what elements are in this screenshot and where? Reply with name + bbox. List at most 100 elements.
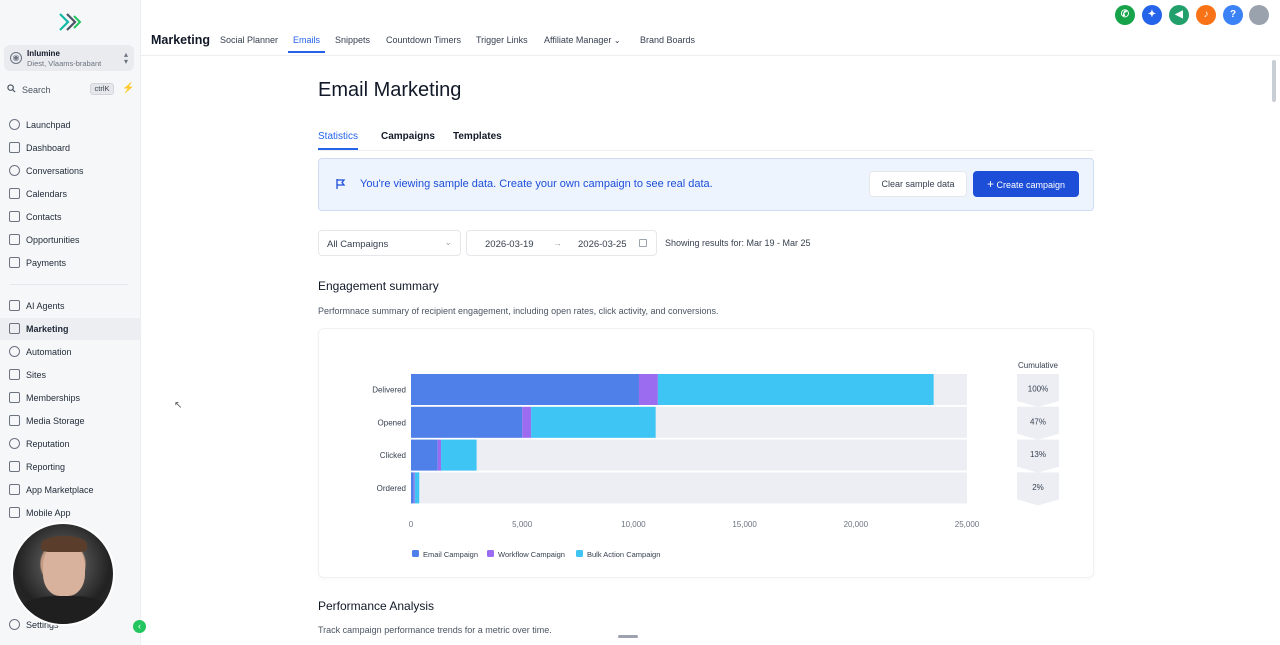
page-title: Email Marketing — [318, 79, 462, 101]
sidebar-item-label: Opportunities — [26, 235, 80, 245]
bar-opened-bulk-action-campaign[interactable] — [531, 406, 656, 438]
sidebar-item-label: Automation — [26, 347, 72, 357]
sidebar-item-settings[interactable]: Settings — [0, 614, 141, 636]
webcam-overlay — [11, 522, 115, 626]
account-switcher[interactable]: ◉ Inlumine Diest, Vlaams-brabant ▴ ▾ — [4, 45, 134, 71]
collapse-sidebar-button[interactable]: ‹ — [133, 620, 146, 633]
sidebar-item-label: Settings — [26, 620, 59, 630]
tab-social-planner[interactable]: Social Planner — [220, 35, 279, 45]
sidebar-item-media-storage[interactable]: Media Storage — [0, 410, 141, 432]
sidebar-item-reporting[interactable]: Reporting — [0, 456, 141, 478]
cumulative-value: 100% — [1028, 385, 1048, 394]
category-label: Opened — [378, 418, 406, 427]
bar-opened-email-campaign[interactable] — [411, 406, 523, 438]
help-icon[interactable]: ? — [1223, 5, 1243, 25]
sidebar-item-sites[interactable]: Sites — [0, 364, 141, 386]
account-name: Inlumine — [27, 49, 60, 58]
sidebar-item-opportunities[interactable]: Opportunities — [0, 229, 141, 251]
user-avatar[interactable] — [1249, 5, 1269, 25]
sidebar-item-mobile-app[interactable]: Mobile App — [0, 502, 141, 524]
sample-data-banner: You're viewing sample data. Create your … — [318, 158, 1094, 211]
x-tick-label: 20,000 — [844, 520, 869, 529]
tab-brand-boards[interactable]: Brand Boards — [640, 35, 696, 45]
performance-analysis-subtitle: Track campaign performance trends for a … — [318, 625, 552, 635]
app-logo-icon[interactable] — [58, 12, 82, 32]
sidebar-item-reputation[interactable]: Reputation — [0, 433, 141, 455]
sidebar-item-label: Sites — [26, 370, 47, 380]
tab-affiliate-manager-label: Affiliate Manager — [544, 35, 612, 45]
x-tick-label: 25,000 — [955, 520, 980, 529]
sidebar-item-label: AI Agents — [26, 301, 65, 311]
sidebar-item-launchpad[interactable]: Launchpad — [0, 114, 141, 136]
bar-ordered-email-campaign[interactable] — [411, 472, 414, 504]
sidebar-item-marketing[interactable]: Marketing — [0, 318, 141, 340]
banner-message: You're viewing sample data. Create your … — [360, 178, 713, 190]
bar-track — [411, 472, 967, 504]
notification-bell-icon[interactable]: ♪ — [1196, 5, 1216, 25]
category-label: Delivered — [372, 386, 406, 395]
chevron-updown-icon: ▴ ▾ — [123, 50, 128, 66]
subtab-statistics[interactable]: Statistics — [318, 131, 359, 142]
campaign-select[interactable]: All Campaigns ⌄ — [318, 230, 461, 256]
tab-emails[interactable]: Emails — [293, 35, 321, 45]
sidebar-item-label: App Marketplace — [26, 485, 94, 495]
active-tab-indicator — [288, 51, 325, 53]
subtab-templates[interactable]: Templates — [453, 131, 502, 142]
sidebar-item-automation[interactable]: Automation — [0, 341, 141, 363]
automation-icon — [9, 346, 20, 357]
results-range-text: Showing results for: Mar 19 - Mar 25 — [665, 238, 811, 248]
media-storage-icon — [9, 415, 20, 426]
reporting-icon — [9, 461, 20, 472]
sidebar-item-contacts[interactable]: Contacts — [0, 206, 141, 228]
bar-opened-workflow-campaign[interactable] — [522, 406, 532, 438]
sidebar-item-calendars[interactable]: Calendars — [0, 183, 141, 205]
webcam-person-hair — [41, 536, 87, 552]
contacts-icon — [9, 211, 20, 222]
tab-countdown-timers[interactable]: Countdown Timers — [386, 35, 462, 45]
page-scrollbar[interactable] — [1272, 60, 1276, 102]
bar-clicked-workflow-campaign[interactable] — [437, 439, 442, 471]
subtab-campaigns[interactable]: Campaigns — [381, 131, 435, 142]
account-location: Diest, Vlaams-brabant — [27, 59, 102, 68]
tab-trigger-links[interactable]: Trigger Links — [476, 35, 528, 45]
tab-snippets[interactable]: Snippets — [335, 35, 371, 45]
sidebar-item-payments[interactable]: Payments — [0, 252, 141, 274]
bar-delivered-workflow-campaign[interactable] — [638, 374, 658, 405]
legend-label: Email Campaign — [423, 550, 478, 559]
bar-delivered-email-campaign[interactable] — [411, 374, 639, 405]
sidebar-item-label: Memberships — [26, 393, 81, 403]
rocket-icon — [9, 119, 20, 130]
engagement-summary-title: Engagement summary — [318, 279, 439, 293]
tab-affiliate-manager[interactable]: Affiliate Manager ⌄ — [544, 35, 621, 45]
sidebar-item-app-marketplace[interactable]: App Marketplace — [0, 479, 141, 501]
search-bar[interactable]: Search ctrlK ⚡ — [4, 81, 136, 99]
megaphone-icon[interactable]: ◀ — [1169, 5, 1189, 25]
legend-label: Bulk Action Campaign — [587, 550, 660, 559]
create-campaign-button[interactable]: + Create campaign — [973, 171, 1079, 197]
opportunities-icon — [9, 234, 20, 245]
scroll-handle[interactable] — [618, 635, 638, 638]
sidebar-item-label: Contacts — [26, 212, 62, 222]
campaign-select-value: All Campaigns — [327, 239, 389, 250]
x-tick-label: 10,000 — [621, 520, 646, 529]
sidebar-item-memberships[interactable]: Memberships — [0, 387, 141, 409]
bar-ordered-bulk-action-campaign[interactable] — [414, 472, 420, 504]
sidebar-item-conversations[interactable]: Conversations — [0, 160, 141, 182]
sites-icon — [9, 369, 20, 380]
clear-sample-data-button[interactable]: Clear sample data — [869, 171, 967, 197]
sidebar-item-dashboard[interactable]: Dashboard — [0, 137, 141, 159]
cumulative-badge — [1017, 406, 1059, 440]
bar-ordered-workflow-campaign[interactable] — [413, 472, 415, 504]
magic-wand-icon[interactable]: ✦ — [1142, 5, 1162, 25]
bar-clicked-bulk-action-campaign[interactable] — [441, 439, 477, 471]
active-subtab-indicator — [318, 148, 358, 150]
date-range-picker[interactable]: 2026-03-19 → 2026-03-25 — [466, 230, 657, 256]
quick-action-bolt-icon[interactable]: ⚡ — [122, 83, 135, 94]
legend-swatch — [412, 550, 419, 557]
bar-clicked-email-campaign[interactable] — [411, 439, 438, 471]
chat-icon — [9, 165, 20, 176]
phone-icon[interactable]: ✆ — [1115, 5, 1135, 25]
sidebar-item-ai-agents[interactable]: AI Agents — [0, 295, 141, 317]
bar-delivered-bulk-action-campaign[interactable] — [657, 374, 934, 405]
sidebar-item-label: Marketing — [26, 324, 69, 334]
